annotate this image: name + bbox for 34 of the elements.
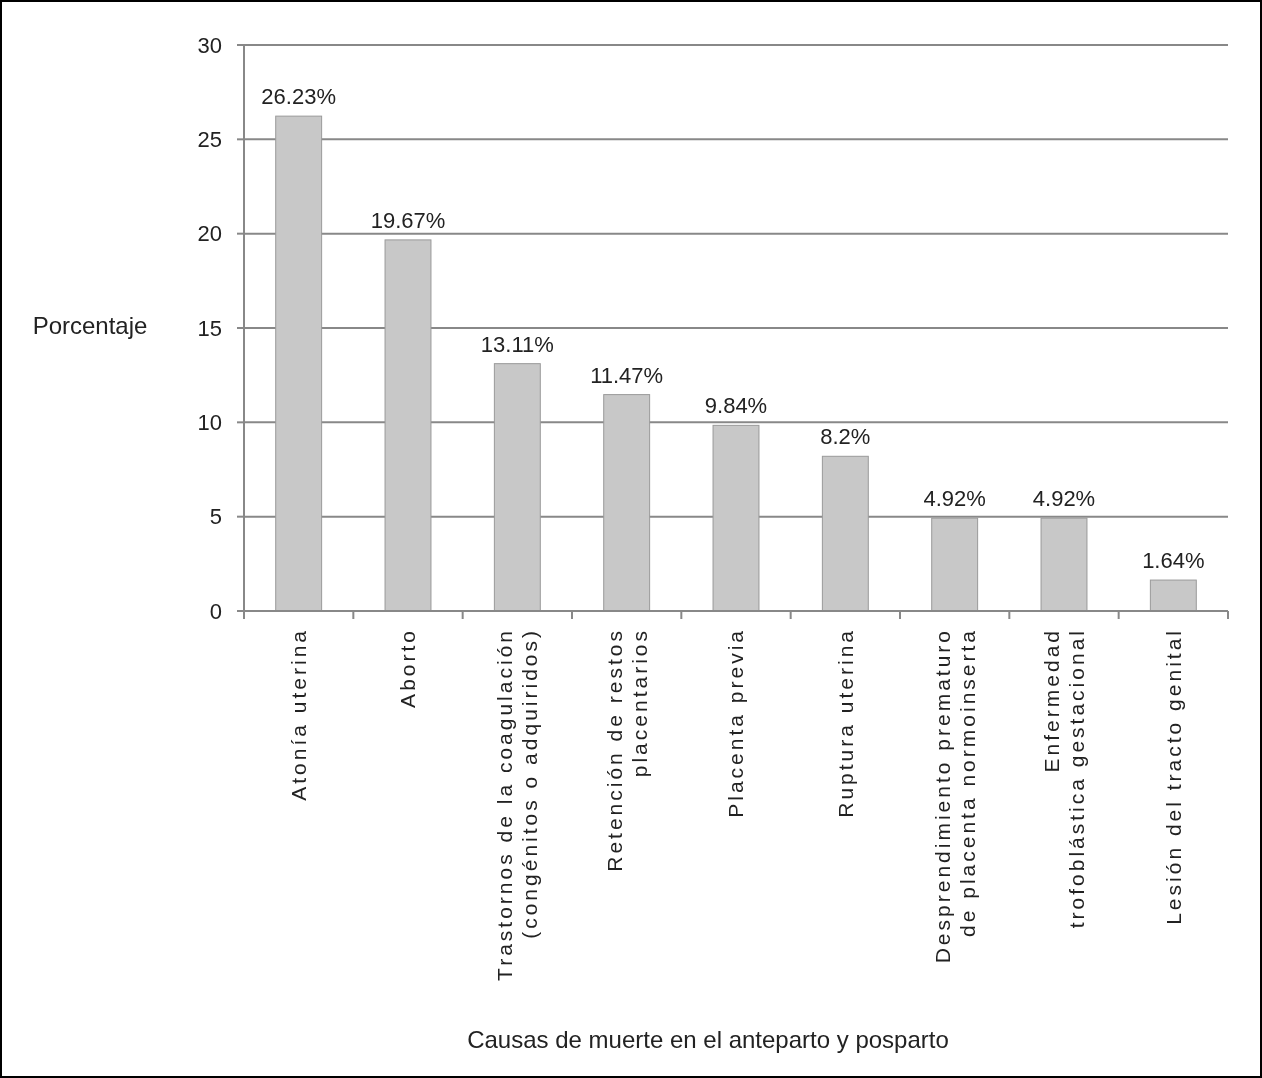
data-label: 4.92% [923,486,986,512]
y-tick-label: 25 [197,127,222,153]
bar [275,115,323,612]
y-tick-label: 10 [197,410,222,436]
x-tick-label: Aborto [396,628,420,708]
x-axis-title: Causas de muerte en el anteparto y posparto [467,1026,949,1054]
data-label: 11.47% [590,362,664,388]
y-tick-label: 0 [209,598,222,624]
y-tick-label: 5 [209,504,222,530]
bar [603,394,651,612]
x-tick-label: Atonía uterina [287,628,311,801]
y-tick-label: 20 [197,221,222,247]
data-label: 1.64% [1142,548,1205,574]
x-tick-label: Retención de restos placentarios [602,628,651,872]
bar [712,424,760,612]
bar [1149,579,1197,612]
data-label: 9.84% [704,393,768,419]
data-label: 26.23% [261,84,336,110]
x-tick-label: Trastornos de la coagulación (congénitos o adquiridos) [493,628,542,981]
bar [821,455,869,612]
data-label: 13.11% [480,331,554,357]
x-tick-label: Placenta previa [724,628,748,818]
data-label: 8.2% [820,424,871,450]
data-label: 19.67% [370,207,446,233]
y-tick-label: 15 [197,315,222,341]
bar [931,517,979,612]
bar [493,363,541,612]
bar [1040,517,1088,612]
data-label: 4.92% [1032,486,1096,512]
y-tick-label: 30 [197,32,222,58]
bar [384,239,432,612]
x-tick-label: Lesión del tracto genital [1161,628,1185,925]
x-tick-label: Ruptura uterina [833,628,857,818]
y-axis-title: Porcentaje [32,312,148,340]
